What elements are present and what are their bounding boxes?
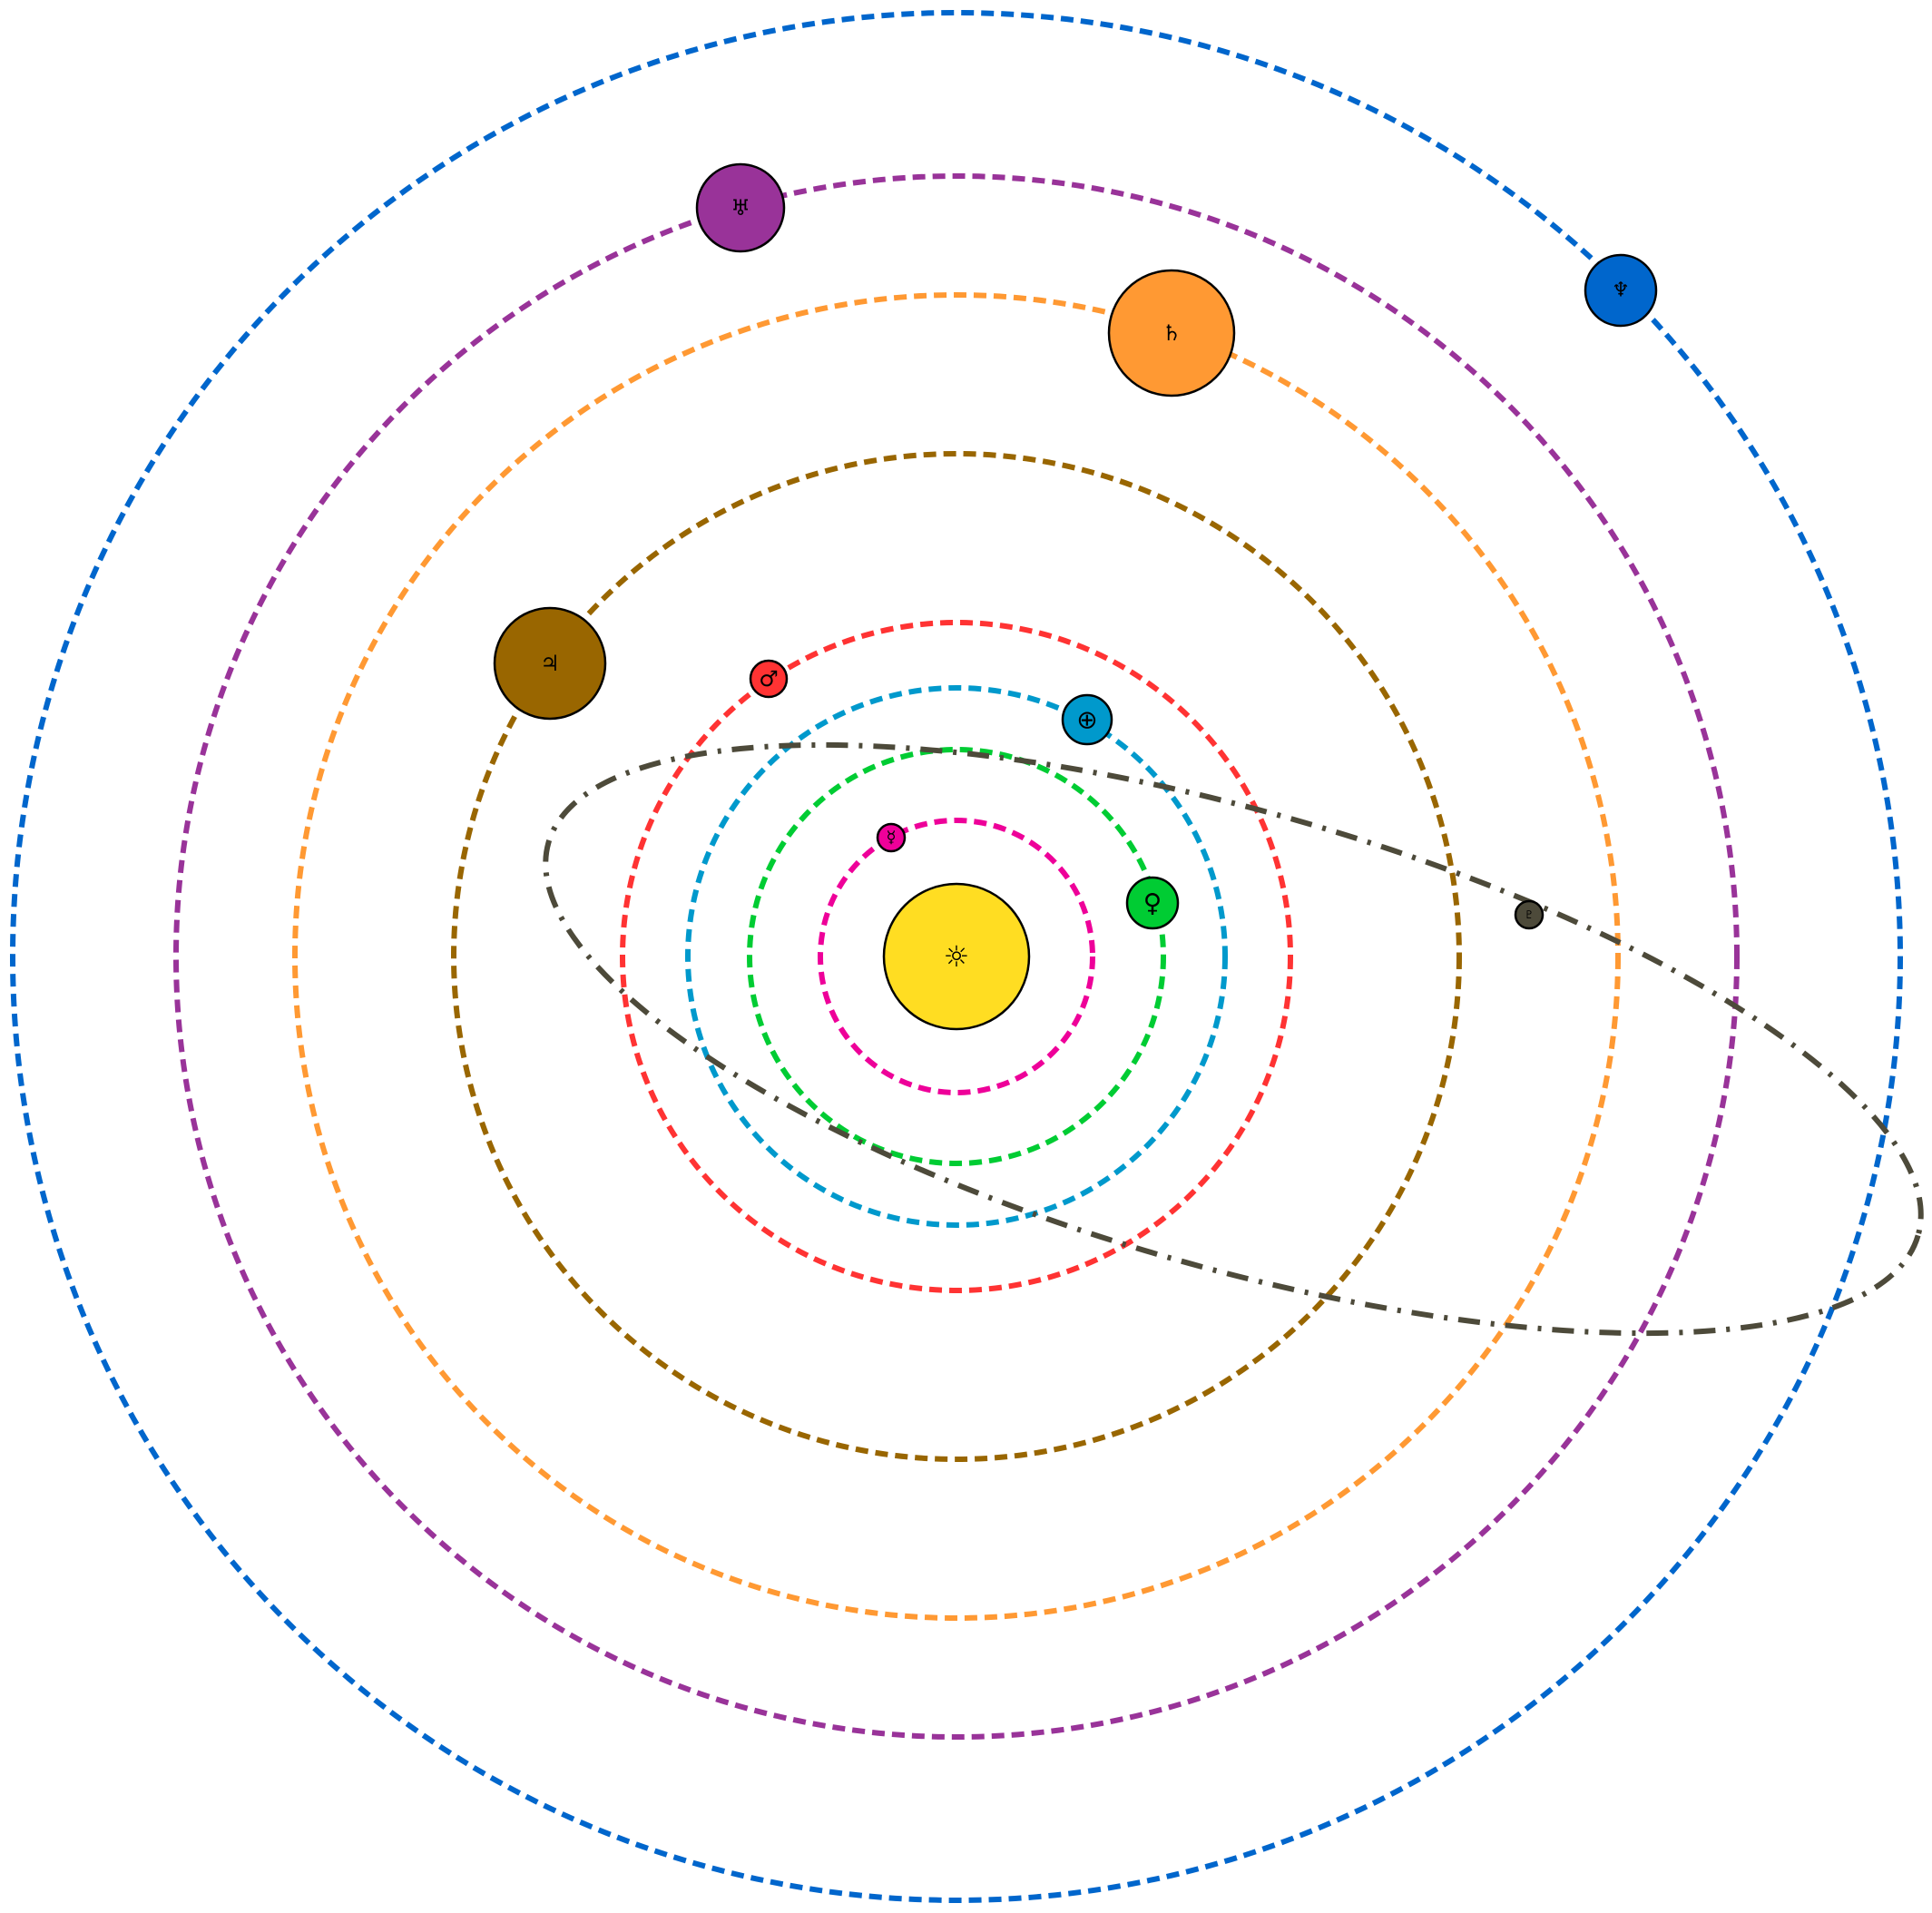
neptune-planet: ♆ (1584, 253, 1658, 328)
mercury-orbit (818, 818, 1095, 1095)
mars-disc (749, 659, 789, 699)
sun: ☼ (882, 882, 1031, 1031)
sun-symbol-icon: ☼ (944, 939, 970, 974)
jupiter-orbit (451, 451, 1462, 1462)
pluto-orbit (543, 741, 1924, 1337)
mercury-symbol-icon: ☿ (886, 829, 896, 848)
saturn-symbol-icon: ♄ (1162, 320, 1182, 346)
mars-symbol-icon: ♂ (759, 666, 779, 692)
earth-planet: ⊕ (1061, 693, 1113, 746)
neptune-orbit (10, 10, 1903, 1903)
sun-disc (882, 882, 1031, 1031)
saturn-disc (1107, 269, 1236, 397)
venus-disc (1125, 876, 1180, 930)
saturn-planet: ♄ (1107, 269, 1236, 397)
bodies: ☿ ♀ ⊕ ♂ ♃ ♄ ♅ ♆ ♇ ☼ (493, 162, 1658, 1031)
uranus-planet: ♅ (695, 162, 786, 253)
pluto-disc (1514, 899, 1545, 930)
mercury-disc (876, 822, 907, 853)
venus-symbol-icon: ♀ (1143, 888, 1162, 918)
mars-planet: ♂ (749, 659, 789, 699)
mars-orbit (620, 620, 1293, 1293)
venus-orbit (747, 747, 1166, 1166)
uranus-symbol-icon: ♅ (731, 195, 750, 221)
pluto-planet: ♇ (1514, 899, 1545, 930)
earth-disc (1061, 693, 1113, 746)
neptune-symbol-icon: ♆ (1612, 280, 1630, 302)
saturn-orbit (292, 292, 1621, 1621)
orbits (10, 10, 1924, 1903)
uranus-orbit (173, 173, 1740, 1740)
pluto-symbol-icon: ♇ (1525, 908, 1535, 921)
jupiter-symbol-icon: ♃ (540, 651, 560, 676)
neptune-disc (1584, 253, 1658, 328)
jupiter-disc (493, 606, 607, 721)
uranus-disc (695, 162, 786, 253)
venus-planet: ♀ (1125, 876, 1180, 930)
mercury-planet: ☿ (876, 822, 907, 853)
jupiter-planet: ♃ (493, 606, 607, 721)
earth-orbit (685, 685, 1228, 1228)
earth-symbol-icon: ⊕ (1076, 705, 1097, 735)
